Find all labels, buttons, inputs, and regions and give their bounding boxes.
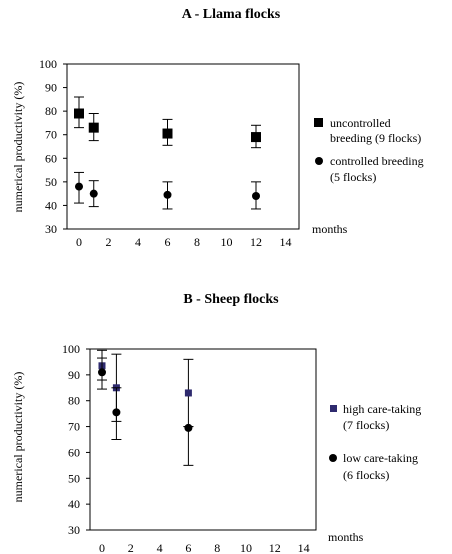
x-tick-label: 12 bbox=[250, 235, 262, 249]
legend-marker-uncontrolled bbox=[314, 118, 323, 127]
y-tick-label: 50 bbox=[45, 175, 57, 189]
legend-label-low-care-line2: (6 flocks) bbox=[343, 468, 389, 482]
legend-label-low-care-line1: low care-taking bbox=[343, 451, 418, 465]
y-tick-label: 30 bbox=[45, 222, 57, 236]
x-tick-label: 2 bbox=[106, 235, 112, 249]
x-axis-label: months bbox=[312, 222, 348, 236]
data-point-square bbox=[88, 122, 99, 133]
plot-area-border bbox=[66, 63, 300, 230]
y-tick-labels: 30 40 50 60 70 80 90 100 bbox=[62, 342, 90, 537]
data-point-circle bbox=[184, 423, 193, 432]
legend: uncontrolled breeding (9 flocks) control… bbox=[314, 116, 424, 184]
data-point-circle bbox=[89, 189, 98, 198]
y-axis-label: numerical productivity (%) bbox=[11, 372, 25, 503]
x-tick-label: 8 bbox=[194, 235, 200, 249]
y-tick-label: 40 bbox=[68, 497, 80, 511]
data-marks bbox=[74, 96, 261, 210]
y-tick-label: 80 bbox=[68, 394, 80, 408]
legend-label-uncontrolled-line2: breeding (9 flocks) bbox=[330, 131, 421, 145]
data-point-square bbox=[74, 108, 84, 119]
y-tick-label: 90 bbox=[45, 81, 57, 95]
data-point-circle bbox=[252, 192, 260, 200]
y-tick-label: 30 bbox=[68, 523, 80, 537]
chart-llama-flocks: A - Llama flocks numerical productivity … bbox=[11, 7, 424, 249]
legend-label-high-care-line2: (7 flocks) bbox=[343, 418, 389, 432]
y-tick-label: 80 bbox=[45, 104, 57, 118]
x-tick-label: 0 bbox=[99, 541, 105, 554]
x-tick-label: 14 bbox=[280, 235, 292, 249]
x-axis-label: months bbox=[328, 530, 364, 544]
y-tick-label: 60 bbox=[68, 445, 80, 459]
y-tick-label: 60 bbox=[45, 151, 57, 165]
y-tick-label: 70 bbox=[45, 128, 57, 142]
data-point-circle bbox=[163, 190, 172, 199]
x-tick-labels: 0 2 4 6 8 10 12 14 bbox=[99, 541, 310, 554]
x-tick-label: 8 bbox=[214, 541, 220, 554]
y-tick-label: 40 bbox=[45, 198, 57, 212]
y-tick-labels: 30 40 50 60 70 80 90 100 bbox=[39, 57, 67, 236]
y-tick-label: 50 bbox=[68, 471, 80, 485]
y-tick-label: 90 bbox=[68, 368, 80, 382]
data-point-square bbox=[162, 128, 173, 139]
y-tick-label: 100 bbox=[39, 57, 57, 71]
x-tick-label: 12 bbox=[269, 541, 281, 554]
legend-label-controlled-line2: (5 flocks) bbox=[330, 170, 376, 184]
x-tick-labels: 0 2 4 6 8 10 12 14 bbox=[76, 235, 292, 249]
legend-marker-low-care bbox=[329, 454, 337, 462]
legend-label-high-care-line1: high care-taking bbox=[343, 402, 421, 416]
chart-sheep-flocks: B - Sheep flocks numerical productivity … bbox=[11, 292, 421, 554]
data-marks bbox=[97, 349, 194, 466]
x-tick-label: 0 bbox=[76, 235, 82, 249]
x-tick-label: 6 bbox=[185, 541, 191, 554]
y-tick-label: 100 bbox=[62, 342, 80, 356]
x-tick-label: 10 bbox=[240, 541, 252, 554]
x-tick-label: 6 bbox=[165, 235, 171, 249]
data-point-circle bbox=[98, 368, 106, 377]
chart-title: B - Sheep flocks bbox=[183, 292, 279, 307]
legend-label-uncontrolled-line1: uncontrolled bbox=[330, 116, 391, 130]
legend: high care-taking (7 flocks) low care-tak… bbox=[329, 402, 421, 482]
data-point-circle bbox=[75, 182, 83, 191]
y-tick-label: 70 bbox=[68, 420, 80, 434]
x-tick-label: 4 bbox=[135, 235, 141, 249]
data-point-square bbox=[184, 389, 192, 397]
y-axis-label: numerical productivity (%) bbox=[11, 82, 25, 213]
chart-title: A - Llama flocks bbox=[182, 7, 281, 22]
legend-label-controlled-line1: controlled breeding bbox=[330, 154, 424, 168]
x-tick-label: 14 bbox=[298, 541, 310, 554]
data-point-square bbox=[251, 132, 261, 143]
x-tick-label: 10 bbox=[221, 235, 233, 249]
data-point-circle bbox=[112, 408, 121, 417]
plot-area-border bbox=[89, 348, 317, 531]
legend-marker-controlled bbox=[315, 157, 323, 165]
x-tick-label: 4 bbox=[157, 541, 163, 554]
x-tick-label: 2 bbox=[128, 541, 134, 554]
legend-marker-high-care bbox=[330, 405, 337, 412]
